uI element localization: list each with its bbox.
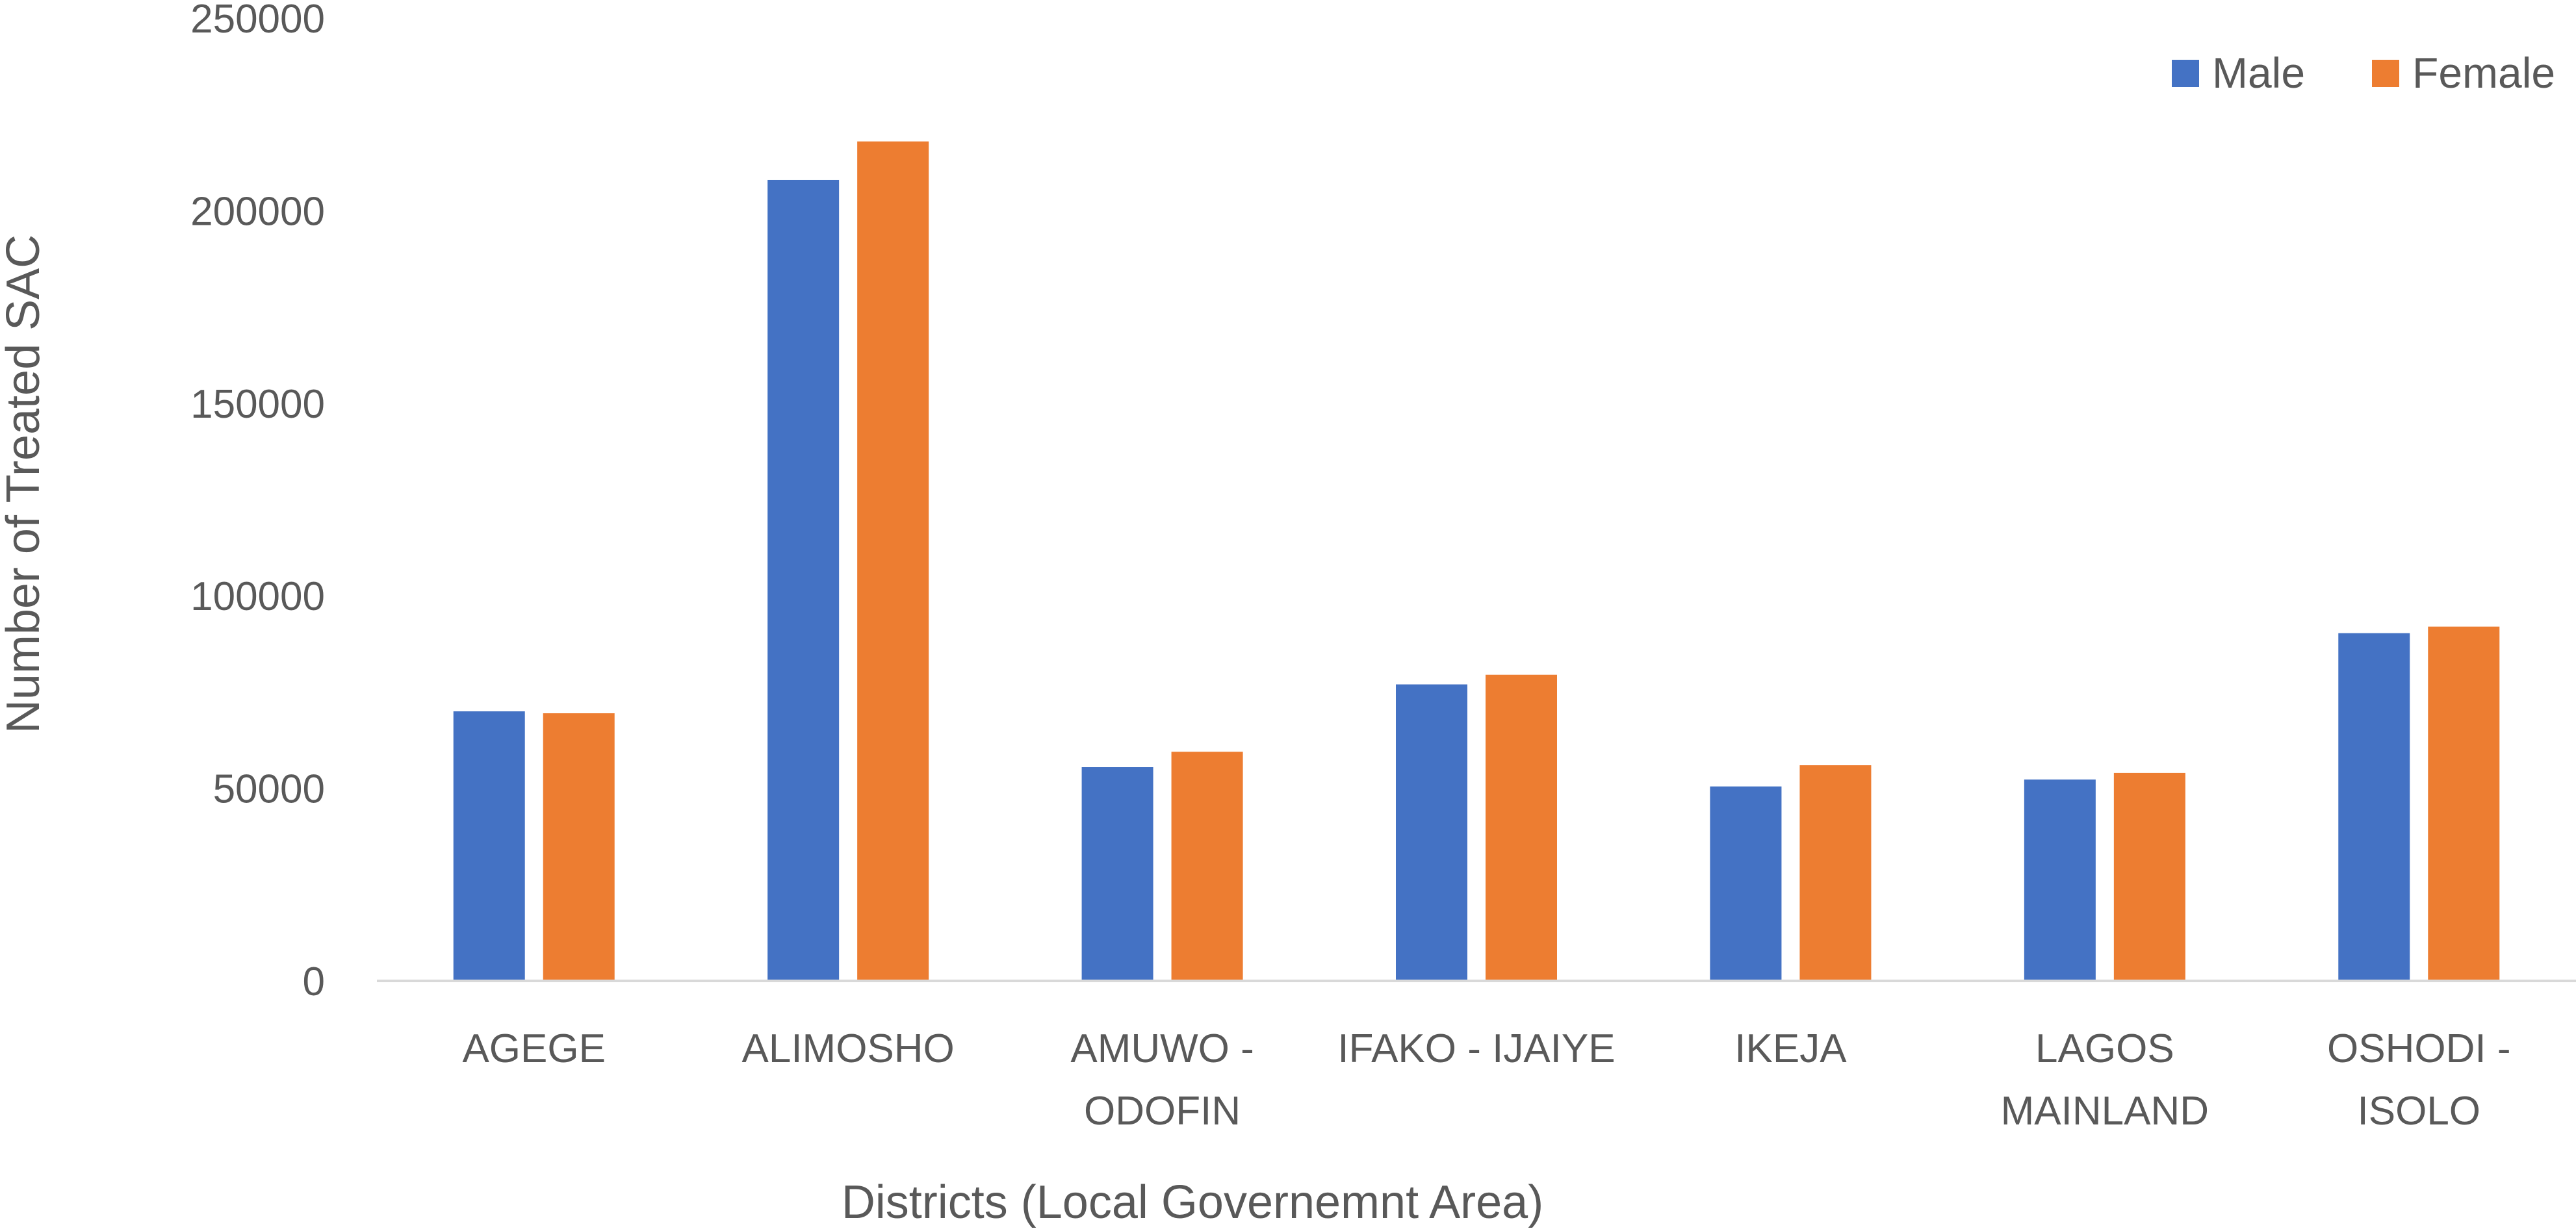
legend-swatch-male [2172,60,2199,87]
bar-female-0 [543,713,615,981]
bar-female-4 [1799,765,1872,981]
x-axis-title: Districts (Local Governemnt Area) [842,1176,1543,1228]
x-tick-label: LAGOS [2035,1026,2174,1071]
bar-male-6 [2338,633,2410,981]
bar-male-4 [1710,786,1782,981]
y-tick-label: 50000 [213,767,325,812]
x-tick-label: IFAKO - IJAIYE [1337,1026,1615,1071]
bar-female-1 [857,141,929,981]
bar-male-0 [453,711,525,981]
bars [453,141,2500,981]
x-tick-label: AMUWO - [1070,1026,1254,1071]
bar-female-3 [1486,674,1557,981]
bar-male-2 [1081,767,1153,981]
y-tick-label: 0 [303,959,325,1004]
x-tick-label: ISOLO [2358,1089,2481,1134]
y-tick-label: 250000 [190,0,325,42]
bar-male-5 [2024,779,2096,981]
x-tick-label: ODOFIN [1084,1089,1241,1134]
x-tick-label: MAINLAND [2001,1089,2209,1134]
x-axis-categories: AGEGE ALIMOSHO AMUWO - ODOFIN IFAKO - IJAIYE… [462,1026,2510,1134]
bar-female-6 [2428,626,2500,981]
bar-female-5 [2113,772,2185,981]
legend-swatch-female [2372,60,2399,87]
y-tick-label: 150000 [190,382,325,427]
y-axis-title: Number of Treated SAC [0,235,49,733]
x-tick-label: AGEGE [462,1026,606,1071]
legend-label-male: Male [2212,49,2305,97]
bar-male-3 [1396,684,1467,981]
x-tick-label: OSHODI - [2327,1026,2510,1071]
y-tick-label: 200000 [190,189,325,234]
legend: Male Female [2172,49,2555,97]
bar-female-2 [1171,752,1243,981]
legend-label-female: Female [2412,49,2555,97]
bar-male-1 [767,179,840,981]
y-axis-ticks: 0 50000 100000 150000 200000 250000 [190,0,325,1004]
x-tick-label: ALIMOSHO [741,1026,954,1071]
x-tick-label: IKEJA [1734,1026,1847,1071]
y-tick-label: 100000 [190,574,325,619]
